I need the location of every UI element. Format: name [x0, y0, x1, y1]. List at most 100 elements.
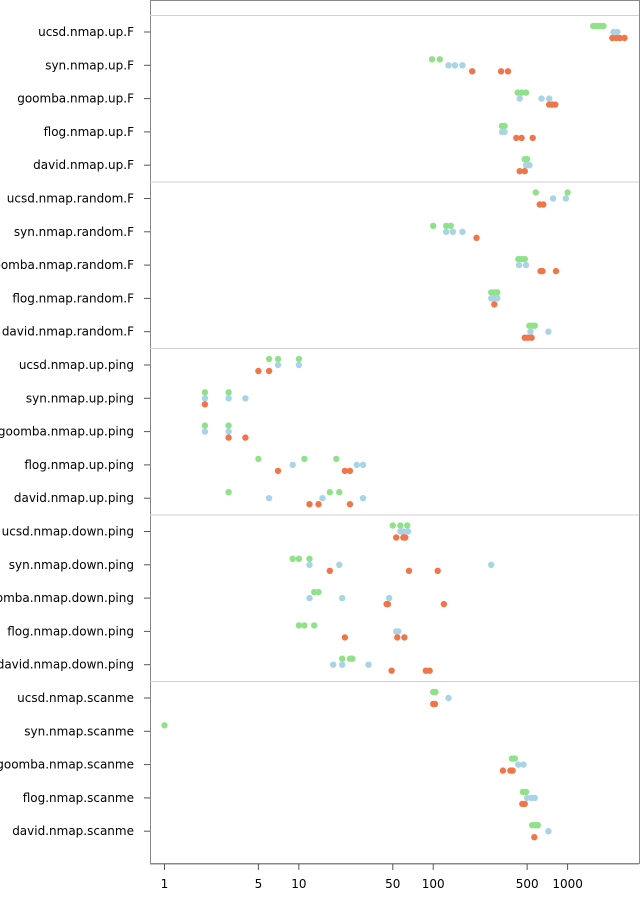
- row-labels: ucsd.nmap.up.F syn.nmap.up.F goomba.nmap.u…: [0, 25, 150, 838]
- point-green: [225, 489, 232, 496]
- row-label: flog.nmap.down.ping: [7, 624, 134, 638]
- point-orange: [255, 367, 262, 375]
- x-tick-label: 500: [516, 877, 539, 891]
- point-green: [522, 788, 530, 796]
- point-orange: [434, 567, 441, 574]
- point-orange: [513, 134, 520, 142]
- point-orange: [394, 634, 401, 641]
- point-blue: [339, 594, 346, 602]
- point-blue: [289, 461, 296, 469]
- point-green: [201, 389, 209, 396]
- point-green: [301, 455, 308, 463]
- point-orange: [504, 68, 512, 75]
- point-blue: [386, 594, 393, 602]
- x-tick-label: 1000: [552, 877, 583, 891]
- point-blue: [451, 62, 459, 69]
- point-blue: [319, 495, 326, 502]
- row-label: ucsd.nmap.random.F: [7, 192, 134, 206]
- data-points: [161, 22, 628, 841]
- point-blue: [306, 594, 313, 602]
- point-blue: [365, 661, 372, 668]
- point-orange: [242, 434, 249, 441]
- point-blue: [516, 95, 523, 102]
- point-orange: [518, 134, 525, 142]
- row-label: goomba.nmap.up.F: [17, 92, 134, 106]
- point-orange: [497, 68, 505, 75]
- x-tick-label: 5: [255, 877, 263, 891]
- point-orange: [440, 600, 448, 608]
- point-green: [306, 555, 313, 562]
- point-green: [432, 688, 439, 696]
- row-label: syn.nmap.scanme: [24, 724, 134, 738]
- point-orange: [473, 234, 480, 241]
- point-orange: [616, 34, 624, 42]
- point-blue: [400, 528, 407, 535]
- point-blue: [459, 62, 466, 69]
- point-green: [274, 355, 282, 363]
- row-label: ucsd.nmap.up.F: [38, 25, 134, 39]
- point-orange: [509, 767, 516, 774]
- point-orange: [528, 334, 535, 341]
- point-orange: [201, 401, 209, 408]
- point-blue: [526, 162, 533, 169]
- point-orange: [346, 467, 354, 475]
- point-green: [397, 522, 404, 529]
- x-axis: 1 5 10 50 100 500 1000: [150, 863, 639, 891]
- point-green: [443, 222, 450, 229]
- group-separators: [150, 15, 639, 682]
- point-blue: [523, 794, 531, 802]
- point-orange: [529, 134, 536, 142]
- point-orange: [516, 168, 523, 175]
- point-green: [534, 822, 541, 829]
- row-label: david.nmap.scanme: [12, 824, 134, 838]
- point-green: [600, 22, 607, 30]
- point-blue: [306, 561, 313, 568]
- point-orange: [469, 68, 476, 75]
- point-green: [161, 722, 168, 729]
- point-green: [522, 89, 530, 96]
- point-blue: [459, 228, 466, 235]
- point-blue: [449, 228, 457, 235]
- point-orange: [539, 267, 546, 275]
- point-green: [339, 655, 346, 662]
- point-blue: [494, 295, 501, 302]
- point-orange: [315, 501, 322, 508]
- point-orange: [388, 667, 395, 674]
- row-label: syn.nmap.up.ping: [26, 391, 134, 405]
- point-green: [225, 389, 232, 396]
- point-blue: [395, 628, 402, 635]
- point-green: [531, 322, 538, 329]
- point-green: [494, 289, 501, 296]
- point-blue: [549, 195, 557, 202]
- point-blue: [443, 228, 450, 235]
- point-blue: [225, 395, 232, 402]
- row-label: flog.nmap.scanme: [23, 791, 134, 805]
- row-label: goomba.nmap.down.ping: [0, 591, 134, 605]
- point-orange: [621, 34, 628, 42]
- point-blue: [488, 561, 495, 568]
- point-orange: [405, 567, 413, 574]
- point-green: [301, 622, 308, 629]
- point-orange: [552, 267, 560, 275]
- row-label: goomba.nmap.scanme: [0, 758, 134, 772]
- row-label: syn.nmap.up.F: [45, 58, 134, 72]
- x-tick-label: 1: [161, 877, 169, 891]
- point-green: [428, 56, 436, 63]
- point-blue: [359, 495, 367, 502]
- point-green: [201, 422, 209, 429]
- point-green: [311, 622, 318, 629]
- point-blue: [520, 761, 527, 768]
- row-label: ucsd.nmap.scanme: [17, 691, 134, 705]
- point-blue: [242, 395, 249, 402]
- point-blue: [614, 28, 621, 36]
- point-orange: [402, 534, 409, 541]
- point-orange: [426, 667, 433, 674]
- point-orange: [401, 634, 408, 641]
- point-orange: [306, 501, 313, 508]
- point-blue: [359, 461, 367, 469]
- point-green: [564, 189, 571, 196]
- point-blue: [501, 128, 508, 136]
- row-label: david.nmap.up.F: [33, 158, 134, 172]
- point-blue: [538, 95, 545, 102]
- x-tick-label: 50: [385, 877, 400, 891]
